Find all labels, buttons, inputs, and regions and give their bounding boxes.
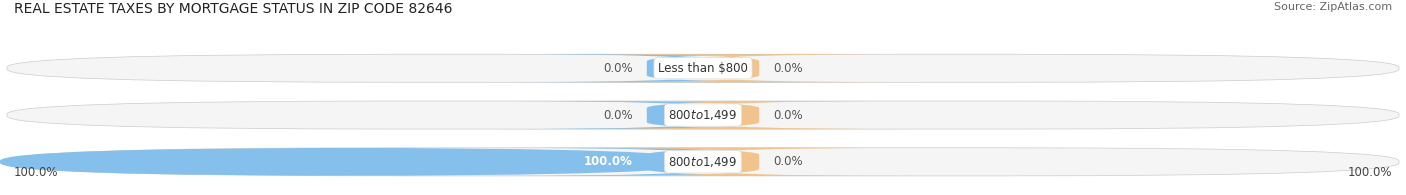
Text: 0.0%: 0.0% bbox=[603, 62, 633, 75]
FancyBboxPatch shape bbox=[7, 148, 1399, 176]
Text: 0.0%: 0.0% bbox=[773, 62, 803, 75]
Text: Source: ZipAtlas.com: Source: ZipAtlas.com bbox=[1274, 2, 1392, 12]
FancyBboxPatch shape bbox=[0, 148, 703, 176]
Text: Less than $800: Less than $800 bbox=[658, 62, 748, 75]
Text: 100.0%: 100.0% bbox=[14, 166, 59, 179]
FancyBboxPatch shape bbox=[548, 101, 914, 129]
Text: REAL ESTATE TAXES BY MORTGAGE STATUS IN ZIP CODE 82646: REAL ESTATE TAXES BY MORTGAGE STATUS IN … bbox=[14, 2, 453, 16]
FancyBboxPatch shape bbox=[7, 101, 1399, 129]
Text: 0.0%: 0.0% bbox=[773, 155, 803, 168]
FancyBboxPatch shape bbox=[492, 101, 858, 129]
FancyBboxPatch shape bbox=[548, 54, 914, 82]
Text: $800 to $1,499: $800 to $1,499 bbox=[668, 155, 738, 169]
Text: $800 to $1,499: $800 to $1,499 bbox=[668, 108, 738, 122]
Text: 100.0%: 100.0% bbox=[583, 155, 633, 168]
FancyBboxPatch shape bbox=[7, 54, 1399, 82]
Text: 100.0%: 100.0% bbox=[1347, 166, 1392, 179]
Text: 0.0%: 0.0% bbox=[603, 109, 633, 121]
FancyBboxPatch shape bbox=[492, 148, 858, 176]
FancyBboxPatch shape bbox=[548, 148, 914, 176]
Text: 0.0%: 0.0% bbox=[773, 109, 803, 121]
FancyBboxPatch shape bbox=[492, 54, 858, 82]
